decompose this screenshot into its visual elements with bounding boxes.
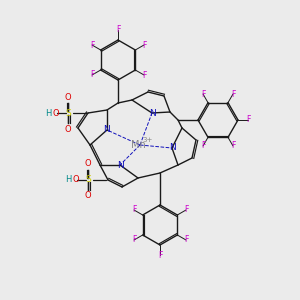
Text: F: F	[116, 26, 120, 34]
Text: O: O	[65, 92, 71, 101]
Text: H: H	[65, 176, 71, 184]
Text: O: O	[85, 160, 91, 169]
Text: F: F	[142, 70, 146, 80]
Text: N: N	[103, 125, 110, 134]
Text: F: F	[142, 40, 146, 50]
Text: N: N	[150, 109, 156, 118]
Text: S: S	[85, 176, 91, 184]
Text: F: F	[184, 236, 188, 244]
Text: 3+: 3+	[143, 137, 153, 143]
Text: F: F	[132, 206, 136, 214]
Text: F: F	[90, 70, 94, 80]
Text: O: O	[65, 124, 71, 134]
Text: F: F	[231, 89, 235, 98]
Text: O: O	[73, 176, 79, 184]
Text: F: F	[158, 250, 162, 260]
Text: F: F	[184, 206, 188, 214]
Text: F: F	[246, 116, 250, 124]
Text: S: S	[65, 109, 71, 118]
Text: Mn: Mn	[130, 140, 146, 150]
Text: O: O	[53, 109, 59, 118]
Text: H: H	[45, 109, 51, 118]
Text: N: N	[117, 160, 123, 169]
Text: F: F	[201, 142, 205, 151]
Text: F: F	[90, 40, 94, 50]
Text: O: O	[85, 191, 91, 200]
Text: F: F	[132, 236, 136, 244]
Text: F: F	[231, 142, 235, 151]
Text: F: F	[201, 89, 205, 98]
Text: N: N	[169, 143, 176, 152]
